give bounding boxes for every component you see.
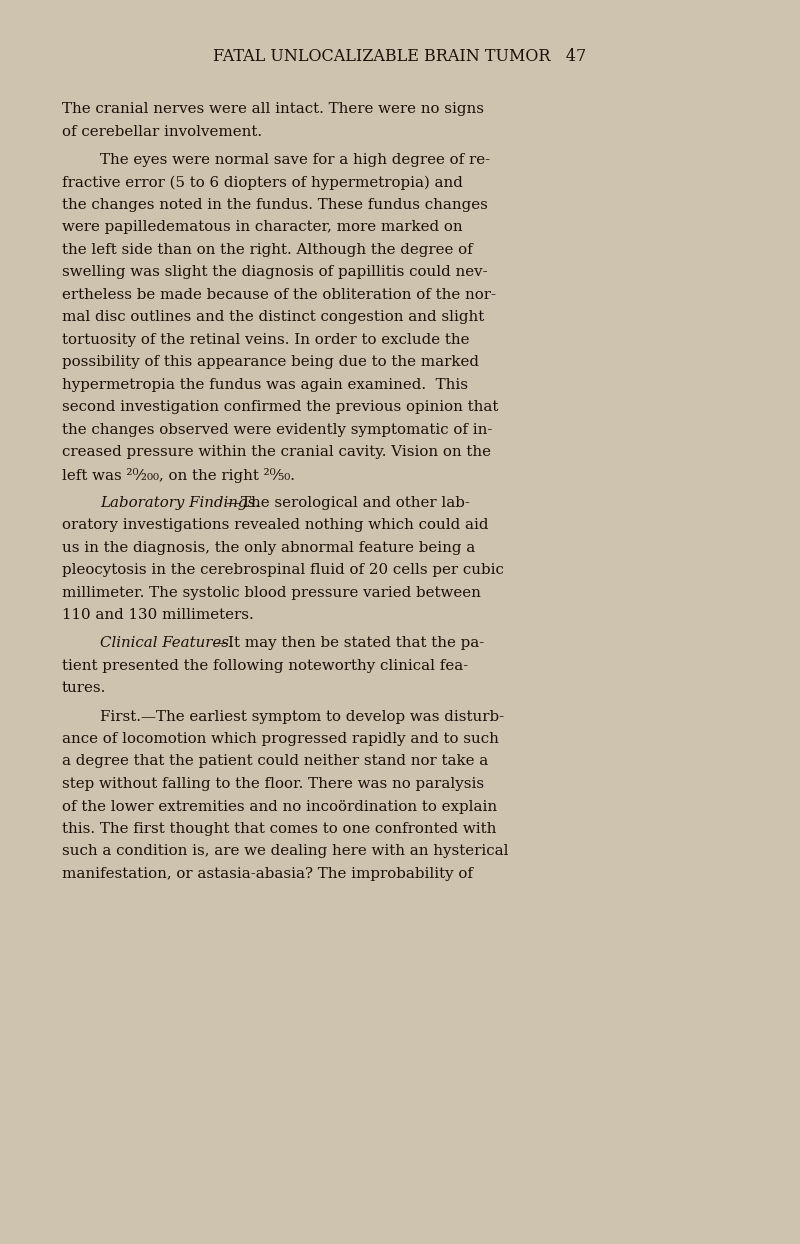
Text: Clinical Features.: Clinical Features. (100, 637, 234, 651)
Text: FATAL UNLOCALIZABLE BRAIN TUMOR   47: FATAL UNLOCALIZABLE BRAIN TUMOR 47 (214, 49, 586, 65)
Text: of cerebellar involvement.: of cerebellar involvement. (62, 124, 262, 138)
Text: tient presented the following noteworthy clinical fea-: tient presented the following noteworthy… (62, 659, 468, 673)
Text: tures.: tures. (62, 682, 106, 695)
Text: step without falling to the floor. There was no paralysis: step without falling to the floor. There… (62, 778, 484, 791)
Text: tortuosity of the retinal veins. In order to exclude the: tortuosity of the retinal veins. In orde… (62, 332, 470, 347)
Text: hypermetropia the fundus was again examined.  This: hypermetropia the fundus was again exami… (62, 378, 468, 392)
Text: The cranial nerves were all intact. There were no signs: The cranial nerves were all intact. Ther… (62, 102, 484, 116)
Text: fractive error (5 to 6 diopters of hypermetropia) and: fractive error (5 to 6 diopters of hyper… (62, 175, 463, 189)
Text: creased pressure within the cranial cavity. Vision on the: creased pressure within the cranial cavi… (62, 445, 491, 459)
Text: —The serological and other lab-: —The serological and other lab- (226, 496, 470, 510)
Text: possibility of this appearance being due to the marked: possibility of this appearance being due… (62, 355, 479, 369)
Text: second investigation confirmed the previous opinion that: second investigation confirmed the previ… (62, 401, 498, 414)
Text: oratory investigations revealed nothing which could aid: oratory investigations revealed nothing … (62, 519, 489, 532)
Text: the left side than on the right. Although the degree of: the left side than on the right. Althoug… (62, 243, 473, 256)
Text: manifestation, or astasia-abasia? The improbability of: manifestation, or astasia-abasia? The im… (62, 867, 473, 881)
Text: ance of locomotion which progressed rapidly and to such: ance of locomotion which progressed rapi… (62, 731, 499, 746)
Text: left was ²⁰⁄₂₀₀, on the right ²⁰⁄₅₀.: left was ²⁰⁄₂₀₀, on the right ²⁰⁄₅₀. (62, 468, 295, 483)
Text: this. The first thought that comes to one confronted with: this. The first thought that comes to on… (62, 822, 496, 836)
Text: millimeter. The systolic blood pressure varied between: millimeter. The systolic blood pressure … (62, 586, 481, 600)
Text: ertheless be made because of the obliteration of the nor-: ertheless be made because of the obliter… (62, 287, 496, 301)
Text: Laboratory Findings.: Laboratory Findings. (100, 496, 260, 510)
Text: were papilledematous in character, more marked on: were papilledematous in character, more … (62, 220, 462, 234)
Text: the changes noted in the fundus. These fundus changes: the changes noted in the fundus. These f… (62, 198, 488, 211)
Text: mal disc outlines and the distinct congestion and slight: mal disc outlines and the distinct conge… (62, 310, 484, 325)
Text: First.—The earliest symptom to develop was disturb-: First.—The earliest symptom to develop w… (100, 709, 504, 724)
Text: pleocytosis in the cerebrospinal fluid of 20 cells per cubic: pleocytosis in the cerebrospinal fluid o… (62, 564, 504, 577)
Text: The eyes were normal save for a high degree of re-: The eyes were normal save for a high deg… (100, 153, 490, 167)
Text: a degree that the patient could neither stand nor take a: a degree that the patient could neither … (62, 755, 488, 769)
Text: such a condition is, are we dealing here with an hysterical: such a condition is, are we dealing here… (62, 845, 509, 858)
Text: —It may then be stated that the pa-: —It may then be stated that the pa- (214, 637, 485, 651)
Text: us in the diagnosis, the only abnormal feature being a: us in the diagnosis, the only abnormal f… (62, 541, 475, 555)
Text: 110 and 130 millimeters.: 110 and 130 millimeters. (62, 608, 254, 622)
Text: the changes observed were evidently symptomatic of in-: the changes observed were evidently symp… (62, 423, 492, 437)
Text: of the lower extremities and no incoördination to explain: of the lower extremities and no incoördi… (62, 800, 497, 814)
Text: swelling was slight the diagnosis of papillitis could nev-: swelling was slight the diagnosis of pap… (62, 265, 488, 279)
